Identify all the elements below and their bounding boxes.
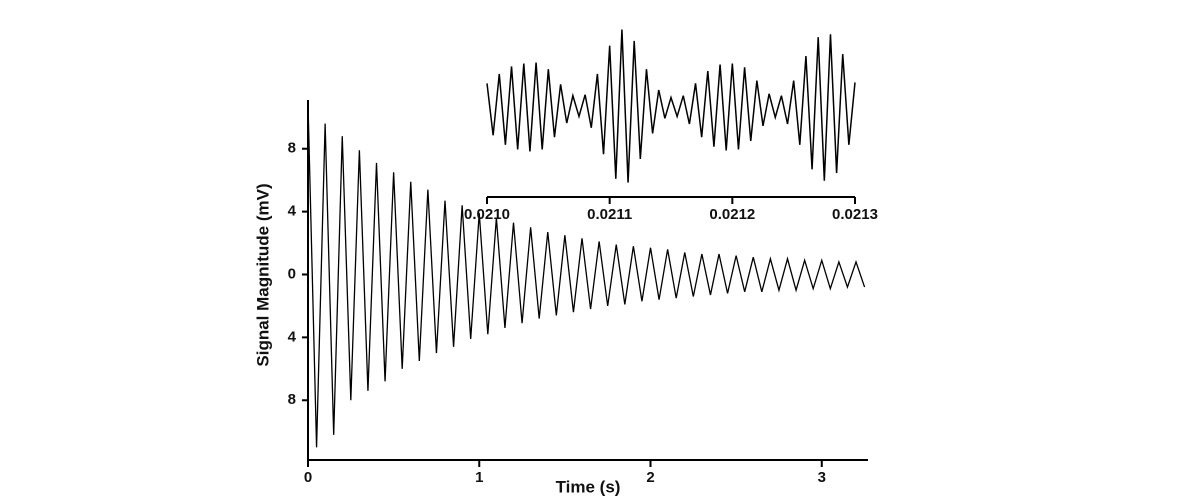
- x-tick-label: 0.0212: [709, 206, 755, 223]
- x-tick-label: 2: [646, 469, 654, 486]
- signal-line: [486, 29, 856, 183]
- x-axis-label: Time (s): [556, 477, 621, 496]
- y-tick-label: 4: [288, 328, 297, 345]
- signal-line: [307, 103, 866, 448]
- x-tick-label: 0.0211: [587, 206, 632, 223]
- x-tick-label: 0.0213: [832, 206, 878, 223]
- y-tick-label: 8: [288, 391, 296, 408]
- y-axis-label: Signal Magnitude (mV): [253, 183, 272, 366]
- x-tick-label: 1: [475, 469, 483, 486]
- y-tick-label: 4: [288, 203, 297, 220]
- x-tick-label: 0: [304, 469, 312, 486]
- x-tick-label: 3: [818, 469, 826, 486]
- x-tick-label: 0.0210: [464, 206, 510, 223]
- y-tick-label: 0: [288, 265, 296, 282]
- y-tick-label: 8: [288, 140, 296, 157]
